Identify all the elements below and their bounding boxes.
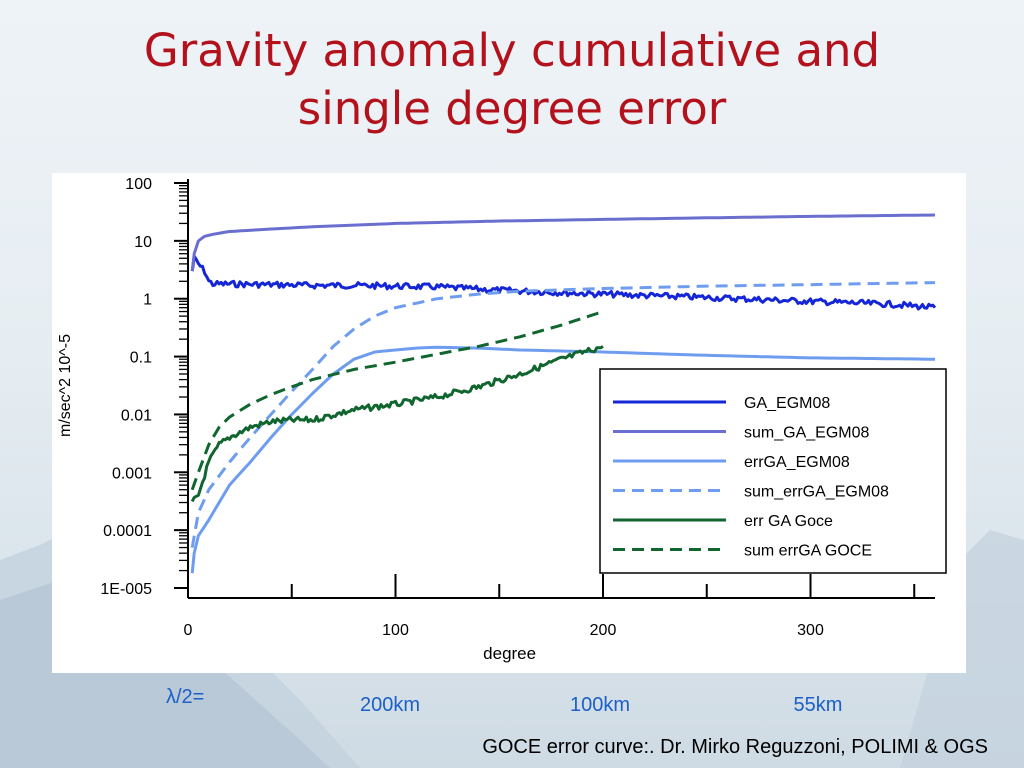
- legend-label: sum errGA GOCE: [744, 543, 872, 560]
- half-wavelength-label: λ/2=: [166, 686, 205, 708]
- legend-label: GA_EGM08: [744, 395, 830, 412]
- slide-title: Gravity anomaly cumulative and single de…: [0, 22, 1024, 138]
- y-tick-label: 1E-005: [100, 581, 152, 598]
- y-tick-label: 0.001: [112, 465, 152, 482]
- x-tick-label: 100: [382, 622, 409, 639]
- series-line: [190, 345, 935, 574]
- wavelength-200km: 200km: [359, 694, 421, 716]
- series-line: [190, 213, 936, 272]
- chart-series: [190, 213, 937, 574]
- y-tick-label: 0.1: [130, 350, 152, 367]
- wavelength-55km: 55km: [793, 694, 843, 716]
- y-tick-label: 100: [125, 176, 152, 193]
- legend-label: err GA Goce: [744, 513, 833, 530]
- x-tick-label: 300: [797, 622, 824, 639]
- legend-label: errGA_EGM08: [744, 454, 850, 471]
- chart-svg: 1E-005 0.0001 0.001 0.01 0.1 1 10 100 0 100 200 300…: [57, 176, 947, 663]
- series-line: [190, 345, 604, 503]
- title-line-1: Gravity anomaly cumulative and: [143, 24, 881, 77]
- x-axis-label: degree: [483, 644, 536, 663]
- x-tick-label: 0: [184, 622, 193, 639]
- title-line-2: single degree error: [297, 82, 727, 135]
- chart-legend: GA_EGM08 sum_GA_EGM08 errGA_EGM08 sum_errGA…: [599, 368, 947, 574]
- y-tick-label: 0.01: [121, 407, 152, 424]
- credit-text: GOCE error curve:. Dr. Mirko Reguzzoni, …: [482, 736, 988, 758]
- y-tick-label: 1: [143, 292, 152, 309]
- series-line: [190, 310, 604, 491]
- wavelength-100km: 100km: [569, 694, 631, 716]
- x-tick-label: 200: [590, 622, 617, 639]
- chart-axes: 1E-005 0.0001 0.001 0.01 0.1 1 10 100 0 100 200 300…: [57, 176, 935, 663]
- y-tick-label: 10: [134, 234, 152, 251]
- y-tick-label: 0.0001: [103, 523, 152, 540]
- series-line: [190, 254, 937, 311]
- series-line: [190, 281, 936, 548]
- legend-label: sum_GA_EGM08: [744, 425, 869, 442]
- chart-panel: 1E-005 0.0001 0.001 0.01 0.1 1 10 100 0 100 200 300…: [52, 173, 966, 673]
- legend-label: sum_errGA_EGM08: [744, 484, 889, 501]
- y-axis-label: m/sec^2 10^-5: [57, 334, 74, 437]
